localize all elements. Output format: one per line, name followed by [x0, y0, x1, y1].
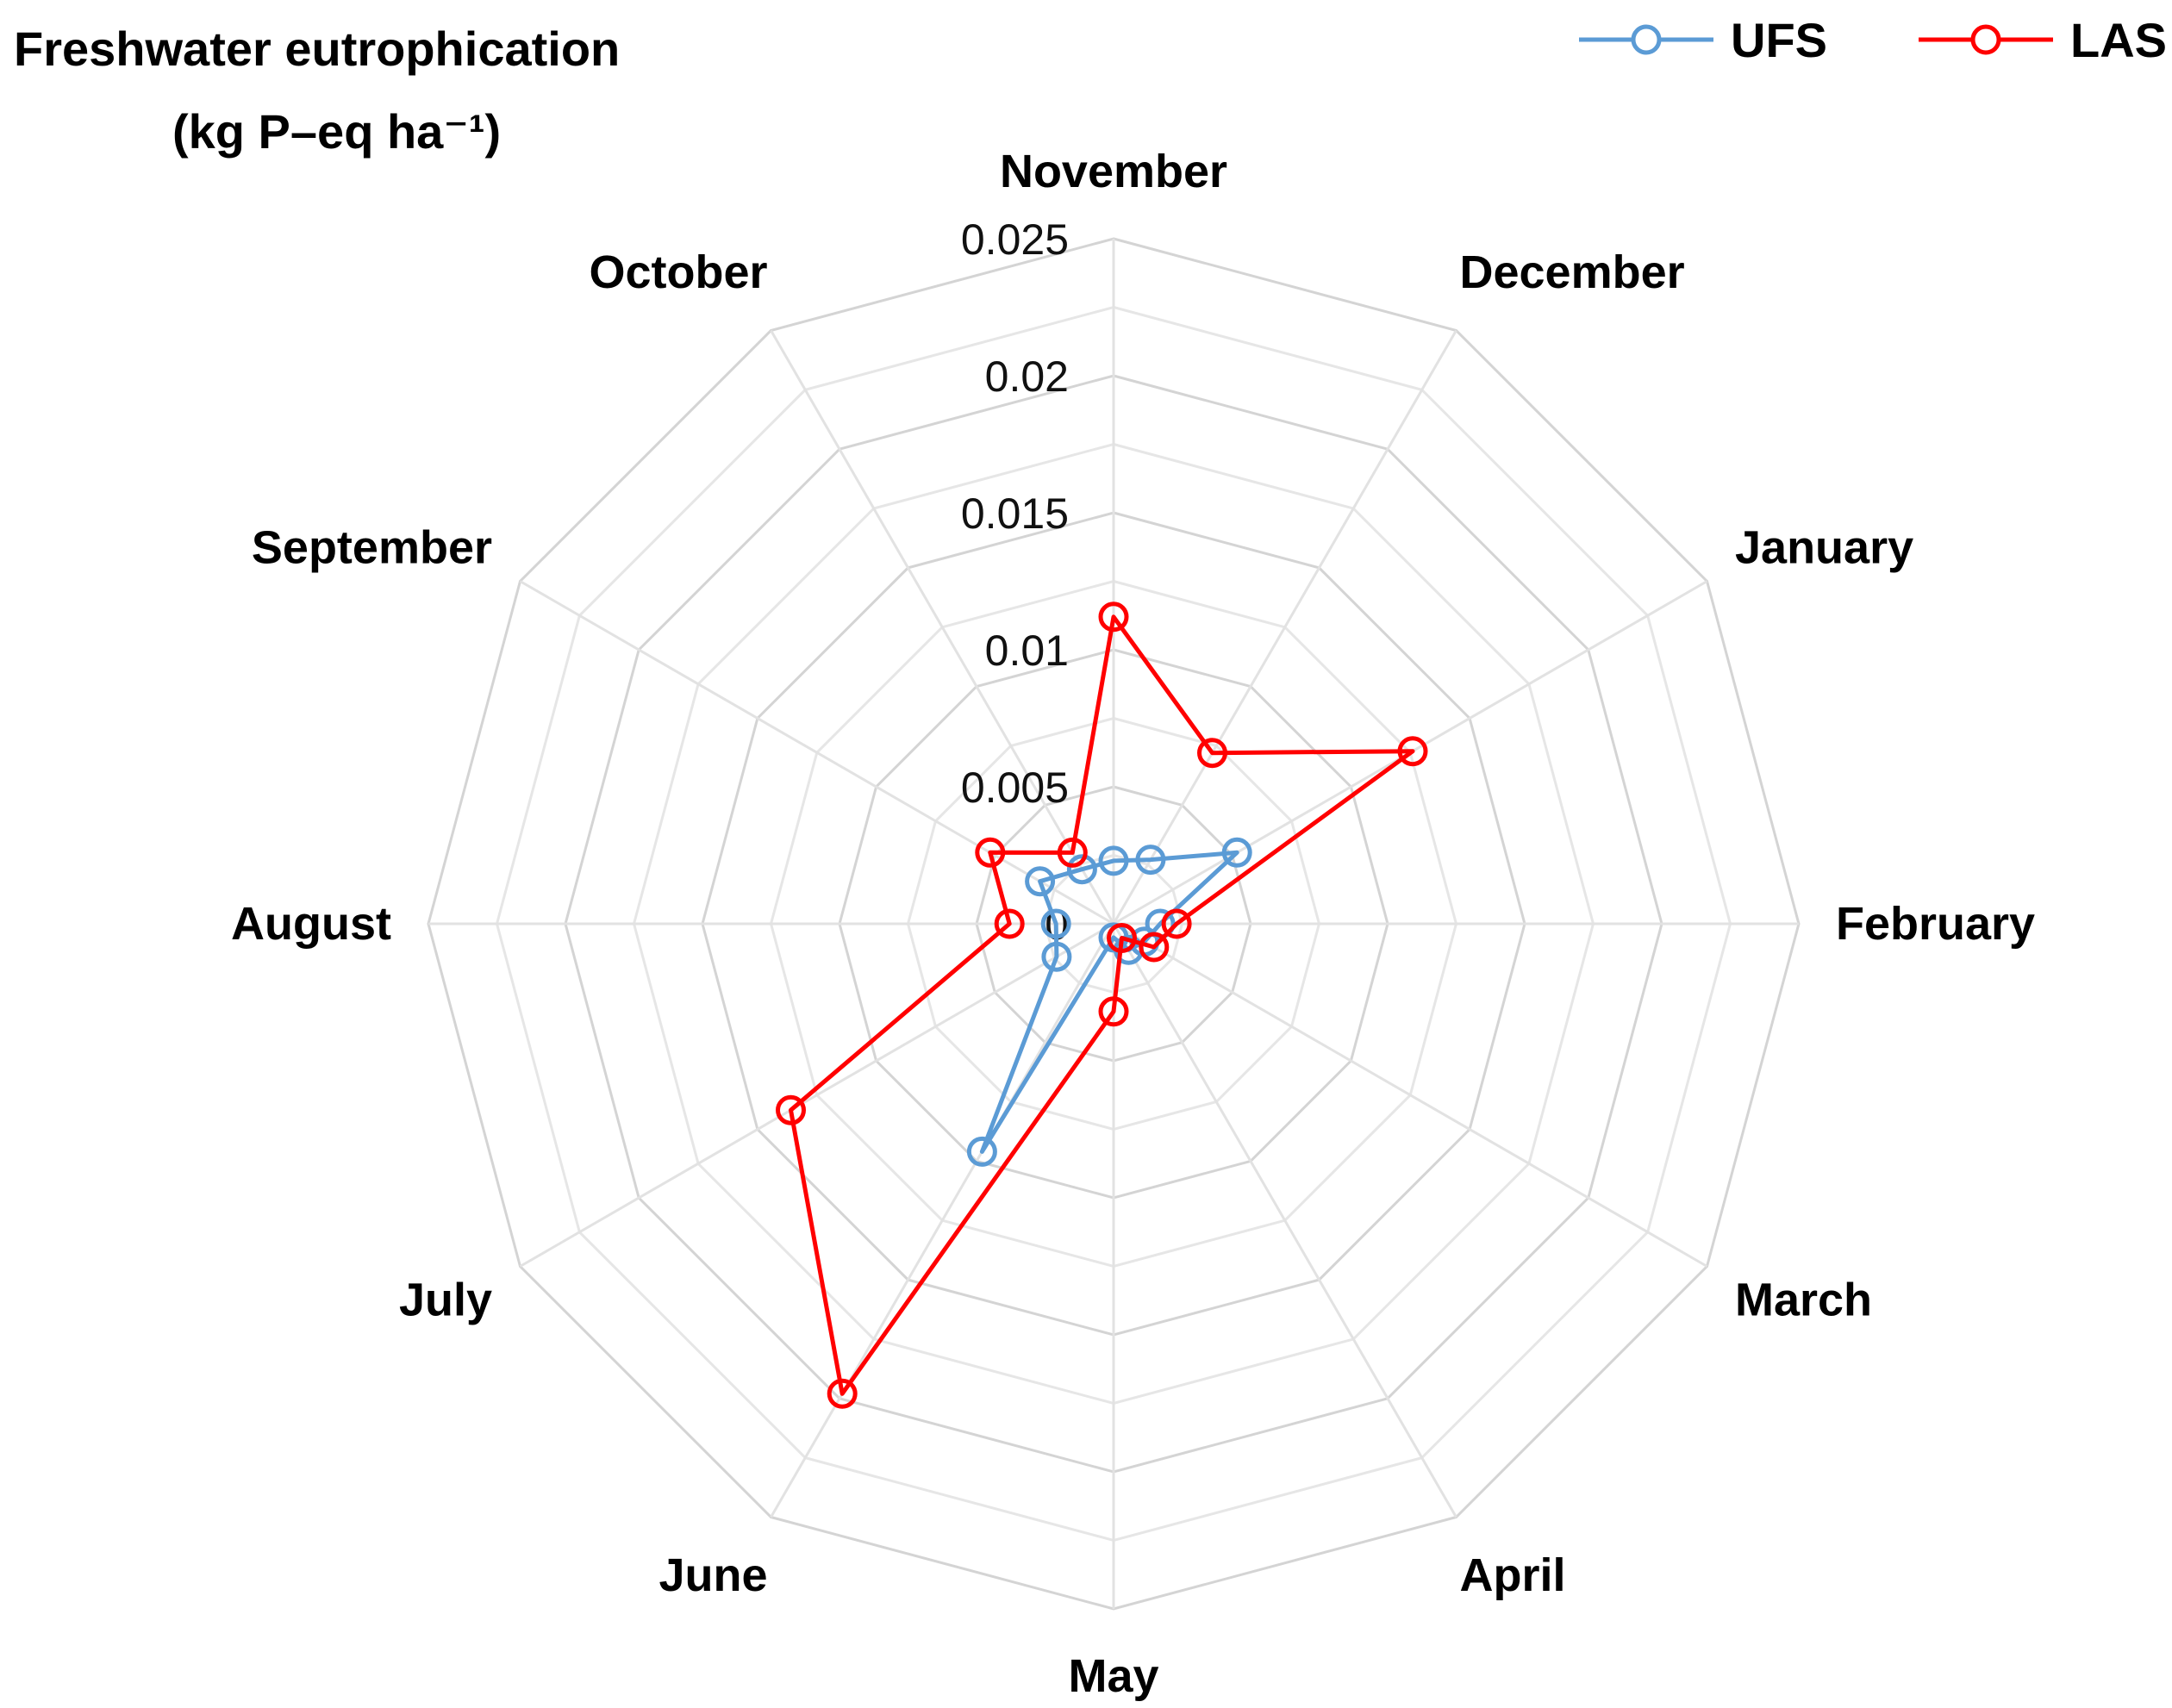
data-point [1135, 845, 1166, 876]
category-label-april: April [1460, 1549, 1566, 1601]
category-labels: November December January February March Apri… [231, 146, 2035, 1702]
series-ufs [966, 837, 1252, 1167]
grid-spoke [770, 329, 1115, 925]
data-point [1221, 837, 1252, 868]
legend-label: UFS [1731, 13, 1827, 67]
data-point [1040, 908, 1071, 939]
category-label-january: January [1735, 522, 1913, 574]
series-line [789, 614, 1415, 1396]
grid-spoke [1112, 923, 1457, 1518]
tick-label: 0.005 [961, 764, 1069, 812]
category-label-september: September [252, 522, 492, 574]
data-point [994, 908, 1025, 939]
data-point [1098, 996, 1129, 1027]
category-label-july: July [399, 1275, 492, 1326]
category-label-march: March [1735, 1275, 1872, 1326]
grid-spoke [519, 580, 1114, 926]
category-label-may: May [1068, 1650, 1158, 1702]
data-point [1397, 736, 1428, 767]
category-label-august: August [231, 898, 391, 950]
data-point [1057, 837, 1088, 868]
category-label-november: November [1000, 146, 1227, 197]
grid-spoke [519, 922, 1114, 1268]
series-line [979, 850, 1239, 1154]
legend-label: LAS [2070, 13, 2167, 67]
legend-marker [1970, 24, 2001, 55]
data-point [1066, 854, 1097, 885]
data-point [1197, 738, 1227, 769]
category-label-october: October [589, 246, 767, 298]
category-label-june: June [658, 1549, 767, 1601]
data-point [1098, 845, 1129, 876]
chart-title-line-2: (kg P–eq ha⁻¹) [172, 104, 501, 159]
data-point [966, 1136, 997, 1167]
legend-marker [1631, 24, 1662, 55]
chart-title-line-1: Freshwater eutrophication [14, 22, 620, 76]
tick-label: 0.02 [985, 352, 1069, 401]
grid-spoke [1113, 922, 1708, 1268]
data-point [1098, 602, 1129, 633]
category-label-december: December [1460, 246, 1685, 298]
legend-item-ufs: UFS [1579, 13, 1827, 67]
tick-label: 0.025 [961, 215, 1069, 264]
legend-item-las: LAS [1919, 13, 2167, 67]
data-point [1025, 866, 1056, 897]
data-point [1041, 941, 1072, 972]
data-point [827, 1378, 858, 1409]
series-layer [776, 602, 1428, 1409]
series-las [776, 602, 1428, 1409]
data-point [776, 1094, 806, 1125]
tick-label: 0.01 [985, 626, 1069, 675]
legend: UFS LAS [1579, 13, 2167, 67]
data-point [1139, 932, 1170, 963]
grid-spoke [770, 923, 1115, 1518]
data-point [1107, 923, 1137, 953]
category-label-february: February [1836, 898, 2035, 950]
data-point [975, 837, 1006, 868]
grid-spoke [1112, 329, 1457, 925]
tick-label: 0.015 [961, 489, 1069, 538]
data-point [1161, 908, 1192, 939]
